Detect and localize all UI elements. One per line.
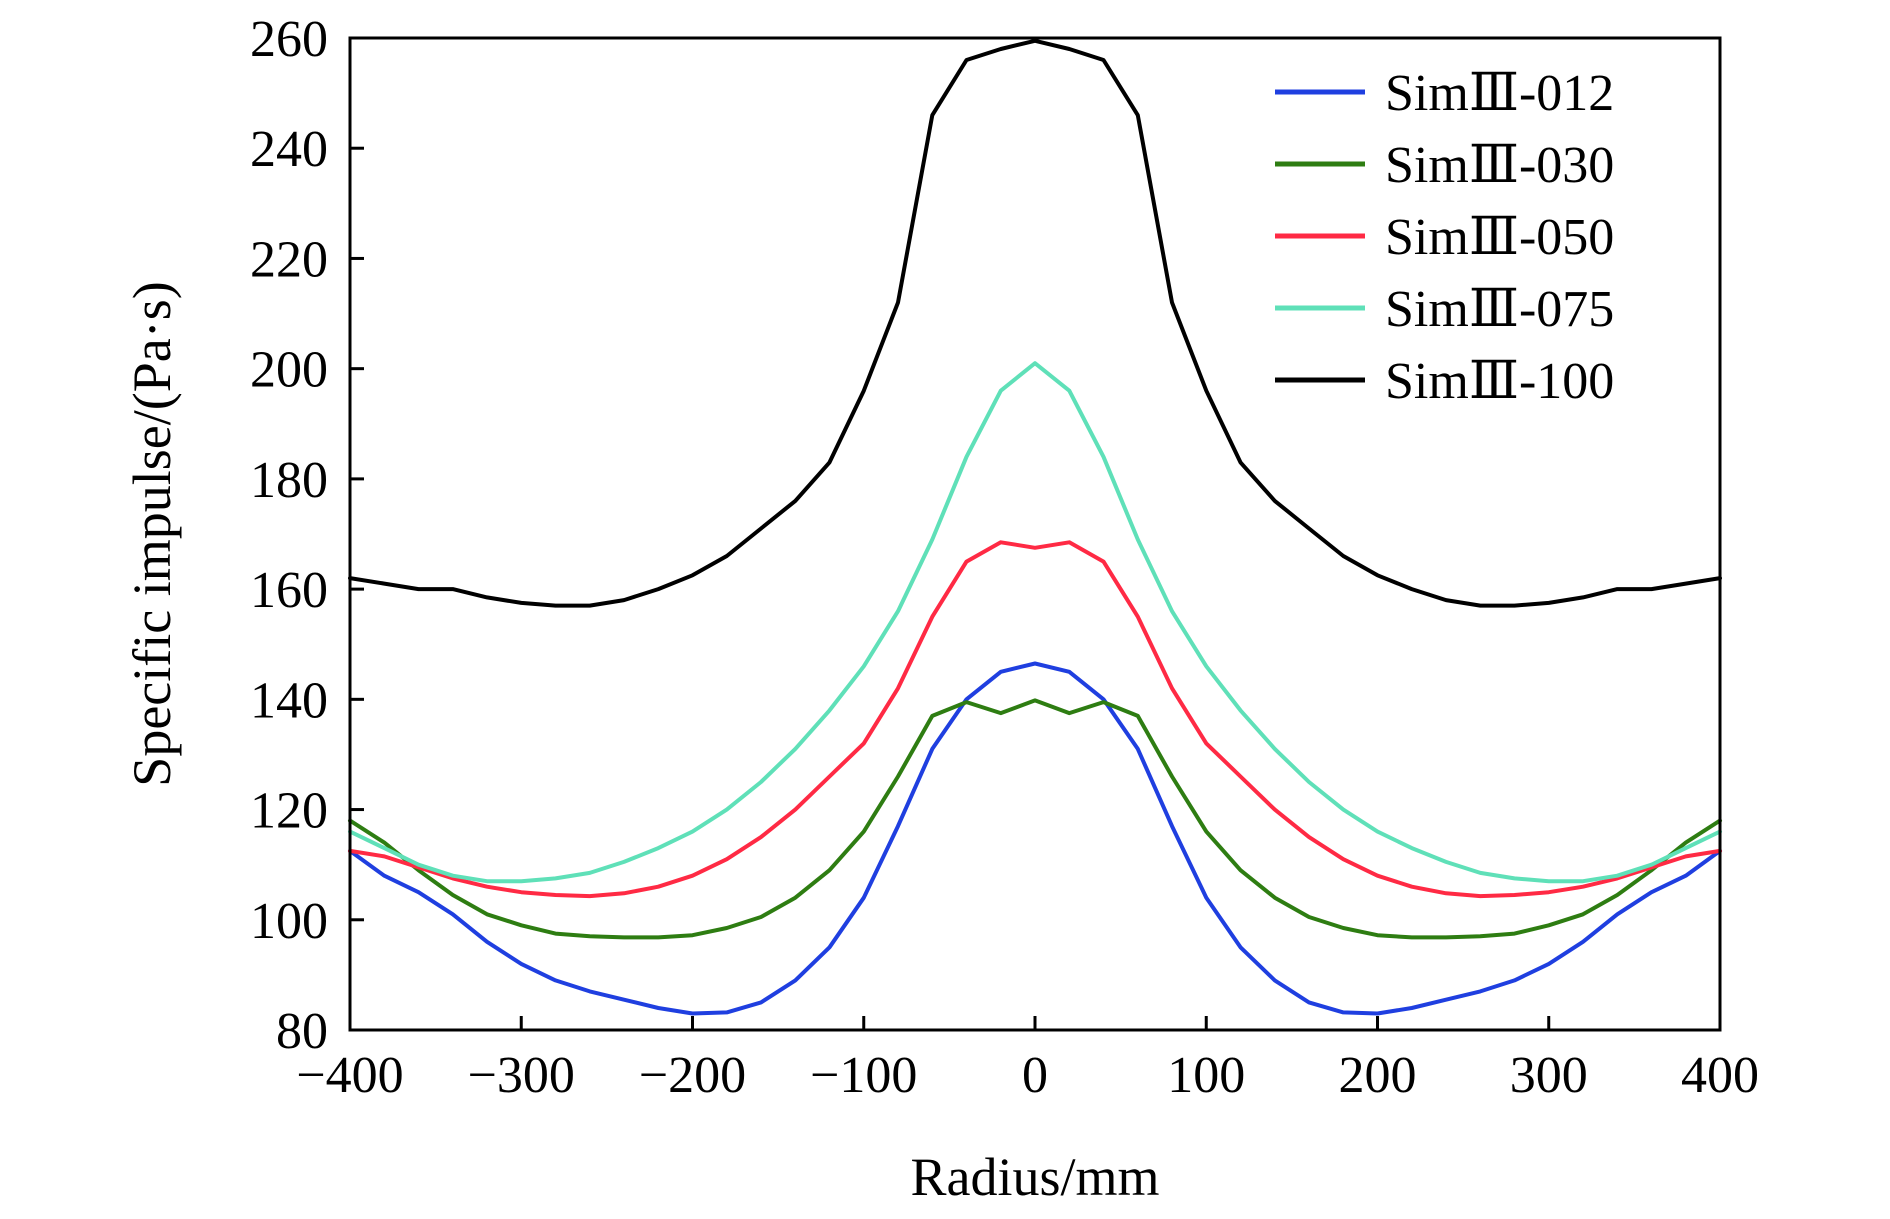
legend-label-4: SimⅢ-100: [1385, 353, 1614, 410]
legend-label-0: SimⅢ-012: [1385, 65, 1614, 122]
series-line-1: [348, 698, 1722, 940]
x-tick-label: 300: [1510, 1047, 1588, 1104]
series-layer: [348, 38, 1722, 1016]
x-tick-label: 200: [1339, 1047, 1417, 1104]
y-tick-label: 200: [250, 342, 328, 399]
x-tick-label: −300: [468, 1047, 575, 1104]
y-tick-label: 160: [250, 562, 328, 619]
legend-label-3: SimⅢ-075: [1385, 281, 1614, 338]
y-tick-label: 220: [250, 231, 328, 288]
x-tick-label: −100: [810, 1047, 917, 1104]
y-axis: 80 100 120 140 160 180 200 220 240 260: [250, 11, 364, 1060]
y-tick-label: 120: [250, 783, 328, 840]
x-axis-title: Radius/mm: [910, 1147, 1159, 1207]
series-line-4: [348, 38, 1722, 608]
x-tick-label: 0: [1022, 1047, 1048, 1104]
y-tick-label: 180: [250, 452, 328, 509]
y-tick-label: 80: [276, 1003, 328, 1060]
y-axis-title: Specific impulse/(Pa·s): [122, 281, 182, 786]
legend-label-1: SimⅢ-030: [1385, 137, 1614, 194]
x-tick-label: 400: [1681, 1047, 1759, 1104]
y-tick-label: 100: [250, 893, 328, 950]
x-axis: −400 −300 −200 −100 0 100 200 300 400: [296, 1016, 1759, 1104]
y-tick-label: 260: [250, 11, 328, 68]
x-tick-label: −200: [639, 1047, 746, 1104]
x-tick-label: 100: [1167, 1047, 1245, 1104]
legend-label-2: SimⅢ-050: [1385, 209, 1614, 266]
series-line-2: [348, 540, 1722, 899]
legend: SimⅢ-012 SimⅢ-030 SimⅢ-050 SimⅢ-075 SimⅢ-100: [1275, 65, 1614, 410]
series-line-0: [348, 661, 1722, 1016]
x-tick-label: −400: [296, 1047, 403, 1104]
series-line-3: [348, 361, 1722, 884]
y-tick-label: 140: [250, 672, 328, 729]
y-tick-label: 240: [250, 121, 328, 178]
